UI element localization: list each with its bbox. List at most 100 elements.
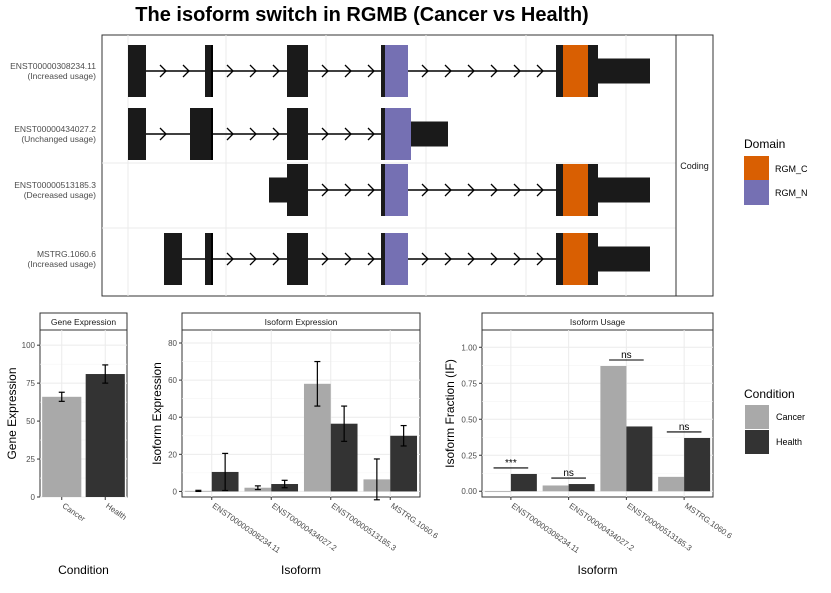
- intron-arrow: [344, 127, 352, 141]
- bar: [484, 491, 511, 493]
- bar: [684, 437, 711, 492]
- intron-arrow: [249, 127, 257, 141]
- transcript-usage-label: (Increased usage): [27, 259, 96, 269]
- intron-arrow: [513, 183, 521, 197]
- bar: [600, 365, 627, 492]
- domain-rgm-n: [385, 108, 411, 160]
- bar: [626, 426, 653, 492]
- x-axis-title: Condition: [58, 563, 109, 577]
- isoform-expression-panel: Isoform Expression020406080ENST000003082…: [150, 312, 440, 577]
- domain-legend-key-rgm-c: [744, 156, 769, 181]
- cds-block: [287, 233, 308, 285]
- intron-arrow: [159, 127, 167, 141]
- y-tick-label: 0.00: [461, 487, 477, 496]
- y-tick-label: 75: [26, 379, 35, 388]
- intron-arrow: [159, 64, 167, 78]
- intron-arrow: [421, 64, 429, 78]
- x-tick-label: ENST00000434027.2: [270, 501, 339, 553]
- bar: [658, 476, 685, 492]
- domain-legend-label-rgm-n: RGM_N: [775, 188, 808, 198]
- intron-arrow: [321, 252, 329, 266]
- intron-arrow: [344, 183, 352, 197]
- intron-arrow: [226, 252, 234, 266]
- domain-rgm-c: [563, 45, 588, 97]
- cds-block: [164, 233, 182, 285]
- domain-legend-title: Domain: [744, 137, 785, 151]
- y-tick-label: 0.75: [461, 379, 477, 388]
- domain-rgm-c: [563, 164, 588, 216]
- panel-strip-label: Isoform Expression: [265, 317, 338, 327]
- cds-block: [190, 108, 213, 160]
- significance-label: ***: [505, 458, 517, 469]
- domain-rgm-c: [563, 233, 588, 285]
- intron-arrow: [367, 252, 375, 266]
- intron-arrow: [467, 183, 475, 197]
- domain-rgm-n: [385, 164, 408, 216]
- y-tick-label: 0: [31, 493, 36, 502]
- x-tick-label: Cancer: [61, 501, 88, 523]
- y-tick-label: 80: [168, 339, 177, 348]
- panel-strip-label: Gene Expression: [51, 317, 116, 327]
- transcript-usage-label: (Increased usage): [27, 71, 96, 81]
- intron-arrow: [444, 183, 452, 197]
- intron-arrow: [272, 127, 280, 141]
- y-tick-label: 0.50: [461, 415, 477, 424]
- figure-title: The isoform switch in RGMB (Cancer vs He…: [135, 4, 588, 26]
- intron-arrow: [272, 252, 280, 266]
- panel-strip-label: Isoform Usage: [570, 317, 626, 327]
- y-axis-title: Isoform Expression: [150, 362, 164, 465]
- y-tick-label: 60: [168, 376, 177, 385]
- intron-arrow: [321, 183, 329, 197]
- intron-arrow: [536, 64, 544, 78]
- condition-legend-key-cancer: [745, 405, 769, 429]
- intron-arrow: [321, 127, 329, 141]
- condition-legend-title: Condition: [744, 387, 795, 401]
- transcript-id-label: ENST00000434027.2: [14, 124, 96, 134]
- intron-arrow: [249, 64, 257, 78]
- intron-arrow: [182, 64, 190, 78]
- y-tick-label: 40: [168, 413, 177, 422]
- cds-block: [287, 108, 308, 160]
- intron-arrow: [321, 64, 329, 78]
- utr-block: [598, 177, 650, 203]
- significance-label: ns: [679, 422, 690, 433]
- cds-block: [128, 108, 146, 160]
- condition-legend-label-health: Health: [776, 437, 802, 447]
- domain-rgm-n: [385, 233, 408, 285]
- intron-arrow: [444, 64, 452, 78]
- domain-rgm-n: [385, 45, 408, 97]
- x-axis-title: Isoform: [281, 563, 321, 577]
- condition-legend-label-cancer: Cancer: [776, 412, 805, 422]
- transcript-usage-label: (Decreased usage): [24, 190, 96, 200]
- intron-arrow: [513, 252, 521, 266]
- intron-arrow: [367, 183, 375, 197]
- intron-arrow: [367, 64, 375, 78]
- x-tick-label: MSTRG.1060.6: [389, 501, 440, 541]
- transcript-id-label: MSTRG.1060.6: [37, 249, 96, 259]
- x-tick-label: ENST00000513185.3: [330, 501, 399, 553]
- y-tick-label: 20: [168, 450, 177, 459]
- cds-block: [205, 45, 213, 97]
- intron-arrow: [490, 183, 498, 197]
- bar: [542, 485, 569, 492]
- y-tick-label: 100: [22, 341, 36, 350]
- y-tick-label: 1.00: [461, 343, 477, 352]
- intron-arrow: [513, 64, 521, 78]
- utr-block: [598, 58, 650, 84]
- transcript-usage-label: (Unchanged usage): [21, 134, 96, 144]
- y-tick-label: 0: [173, 487, 178, 496]
- coding-strip-label: Coding: [680, 161, 709, 171]
- bar: [510, 473, 537, 492]
- intron-arrow: [490, 64, 498, 78]
- domain-legend-label-rgm-c: RGM_C: [775, 164, 808, 174]
- y-axis-title: Isoform Fraction (IF): [443, 359, 457, 468]
- intron-arrow: [226, 127, 234, 141]
- cds-block: [287, 164, 308, 216]
- transcript-labels: ENST00000308234.11(Increased usage)ENST0…: [10, 61, 96, 269]
- coding-strip: [675, 34, 714, 297]
- y-axis-title: Gene Expression: [5, 367, 19, 459]
- cds-block: [128, 45, 146, 97]
- condition-legend-key-health: [745, 430, 769, 454]
- panel-frame: [481, 329, 714, 498]
